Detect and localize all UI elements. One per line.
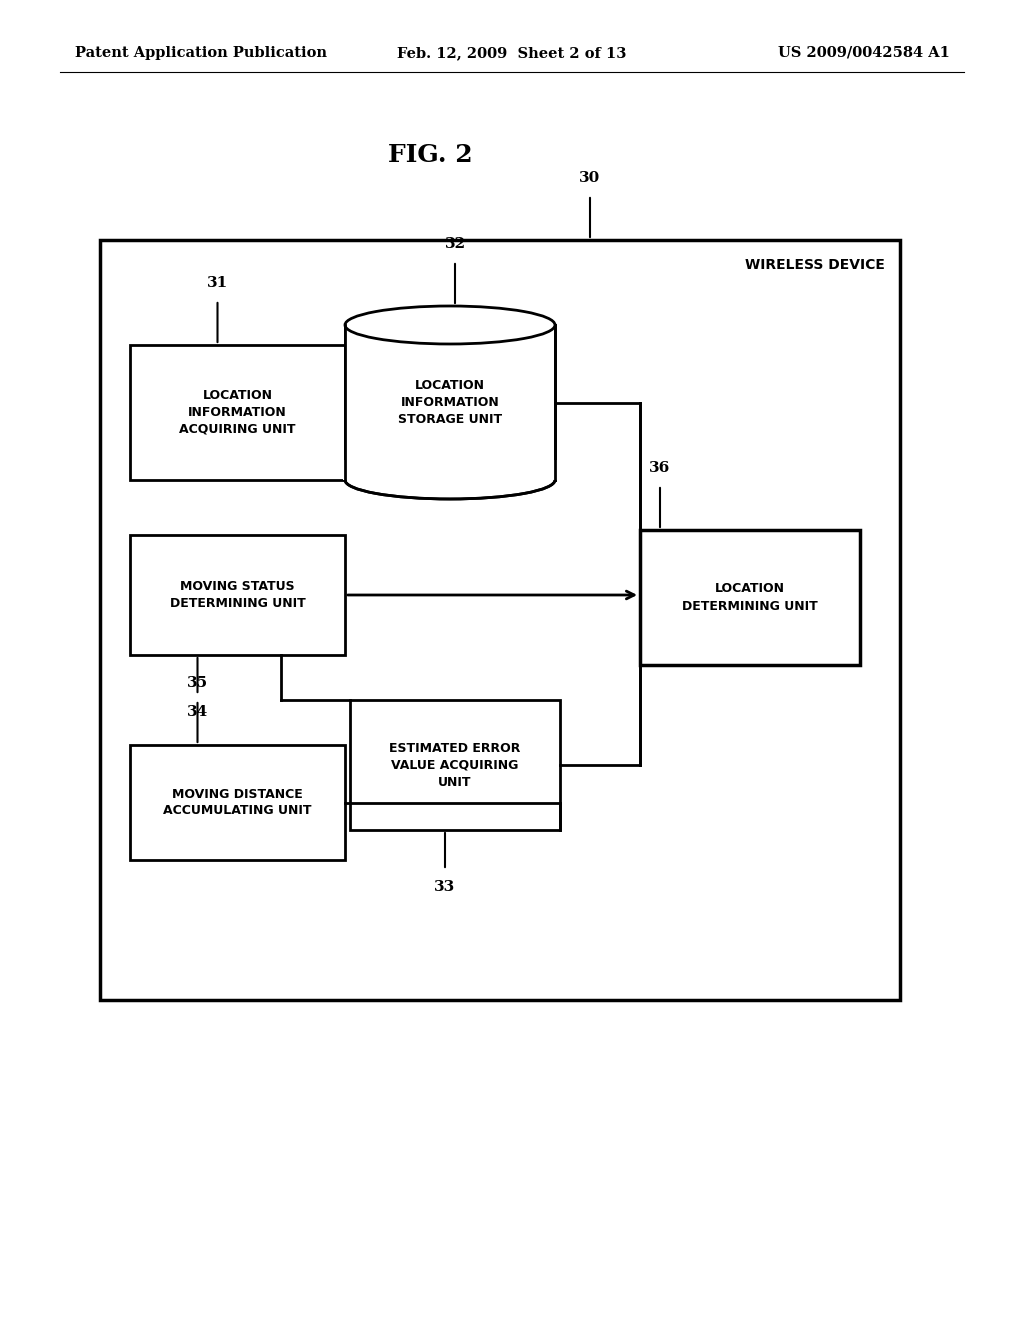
Text: 32: 32 xyxy=(444,238,466,251)
Text: MOVING DISTANCE
ACCUMULATING UNIT: MOVING DISTANCE ACCUMULATING UNIT xyxy=(163,788,311,817)
Text: Patent Application Publication: Patent Application Publication xyxy=(75,46,327,59)
Bar xyxy=(130,345,345,480)
Bar xyxy=(346,325,554,480)
Bar xyxy=(640,531,860,665)
Text: LOCATION
INFORMATION
ACQUIRING UNIT: LOCATION INFORMATION ACQUIRING UNIT xyxy=(179,389,296,436)
Text: 36: 36 xyxy=(649,461,671,475)
Text: ESTIMATED ERROR
VALUE ACQUIRING
UNIT: ESTIMATED ERROR VALUE ACQUIRING UNIT xyxy=(389,742,520,788)
Text: 35: 35 xyxy=(187,676,208,690)
Text: WIRELESS DEVICE: WIRELESS DEVICE xyxy=(745,257,885,272)
Text: 33: 33 xyxy=(434,880,456,894)
Text: 34: 34 xyxy=(186,705,208,719)
Text: Feb. 12, 2009  Sheet 2 of 13: Feb. 12, 2009 Sheet 2 of 13 xyxy=(397,46,627,59)
Bar xyxy=(100,240,900,1001)
Ellipse shape xyxy=(345,306,555,345)
Text: LOCATION
INFORMATION
STORAGE UNIT: LOCATION INFORMATION STORAGE UNIT xyxy=(398,379,502,426)
Bar xyxy=(350,700,560,830)
Ellipse shape xyxy=(345,461,555,499)
Text: US 2009/0042584 A1: US 2009/0042584 A1 xyxy=(778,46,950,59)
Text: FIG. 2: FIG. 2 xyxy=(388,143,472,168)
Bar xyxy=(130,744,345,861)
Text: MOVING STATUS
DETERMINING UNIT: MOVING STATUS DETERMINING UNIT xyxy=(170,579,305,610)
Text: LOCATION
DETERMINING UNIT: LOCATION DETERMINING UNIT xyxy=(682,582,818,612)
Text: 30: 30 xyxy=(580,172,601,185)
Bar xyxy=(130,535,345,655)
Text: 31: 31 xyxy=(207,276,228,290)
Bar xyxy=(343,459,557,480)
